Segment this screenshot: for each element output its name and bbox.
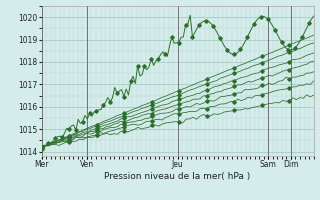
X-axis label: Pression niveau de la mer( hPa ): Pression niveau de la mer( hPa ) [104, 172, 251, 181]
